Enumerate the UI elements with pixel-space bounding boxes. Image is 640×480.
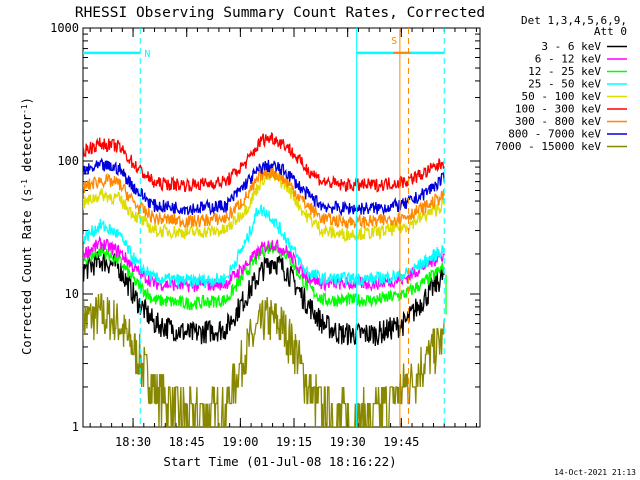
chart-title: RHESSI Observing Summary Count Rates, Co… (75, 5, 485, 21)
x-axis-label: Start Time (01-Jul-08 18:16:22) (163, 454, 396, 469)
y-tick-label: 100 (57, 154, 79, 168)
x-tick-label: 18:30 (115, 435, 151, 449)
y-label-part: detector (20, 114, 34, 179)
series-line-5 (83, 132, 445, 193)
x-tick-label: 19:45 (383, 435, 419, 449)
x-tick-label: 19:30 (330, 435, 366, 449)
y-axis-label: Corrected Count Rate (s-1 detector-1) (20, 97, 35, 355)
legend-label: 12 - 25 keV (528, 65, 601, 78)
series-line-0 (83, 251, 445, 347)
series-line-3 (83, 204, 445, 289)
series-line-6 (83, 166, 445, 230)
y-label-part: ) (20, 97, 34, 104)
series-line-1 (83, 235, 445, 293)
y-label-part: -1 (20, 179, 29, 189)
y-label-part: Corrected Count Rate (s (20, 189, 34, 355)
series-line-4 (83, 169, 445, 243)
legend-header: Att 0 (594, 25, 627, 38)
plot-frame (82, 27, 481, 428)
legend-label: 300 - 800 keV (515, 115, 601, 128)
y-tick-label: 1 (72, 420, 79, 434)
series-line-8 (83, 293, 445, 427)
x-tick-label: 19:00 (222, 435, 258, 449)
x-tick-label: 18:45 (169, 435, 205, 449)
legend-label: 25 - 50 keV (528, 78, 601, 91)
legend-label: 100 - 300 keV (515, 103, 601, 116)
legend-label: 50 - 100 keV (522, 90, 602, 103)
y-tick-label: 10 (65, 287, 79, 301)
legend-label: 3 - 6 keV (541, 40, 601, 53)
legend-label: 7000 - 15000 keV (495, 140, 601, 153)
series-line-7 (83, 157, 445, 217)
series-line-2 (83, 242, 445, 311)
plot-area: 1 10 100 1000 18:30 18:45 19:00 19:15 19:30 19:45… (50, 21, 481, 449)
orange-label: S (391, 36, 397, 47)
legend-label: 6 - 12 keV (535, 53, 602, 66)
cyan-label: N (144, 49, 150, 60)
timestamp: 14-Oct-2021 21:13 (554, 468, 636, 477)
legend-label: 800 - 7000 keV (508, 128, 601, 141)
legend-header: Det 1,3,4,5,6,9, (521, 14, 627, 27)
y-label-part: -1 (20, 104, 29, 114)
y-tick-label: 1000 (50, 21, 79, 35)
x-tick-label: 19:15 (276, 435, 312, 449)
